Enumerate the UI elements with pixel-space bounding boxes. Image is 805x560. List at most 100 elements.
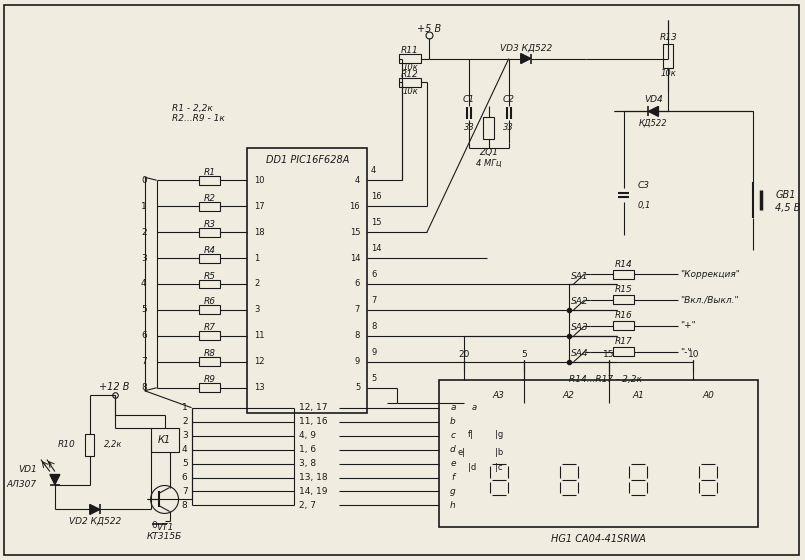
- Text: 12, 17: 12, 17: [299, 403, 328, 412]
- Text: С3: С3: [638, 181, 650, 190]
- Text: 0,1: 0,1: [638, 200, 651, 209]
- Bar: [613, 296, 634, 305]
- Text: R15: R15: [615, 286, 633, 295]
- Text: R4: R4: [204, 246, 216, 255]
- Text: h: h: [450, 501, 456, 510]
- Text: SA4: SA4: [571, 349, 588, 358]
- Bar: [199, 383, 221, 392]
- Text: 5: 5: [371, 374, 377, 382]
- Text: 20: 20: [458, 351, 469, 360]
- Text: |g: |g: [495, 430, 503, 439]
- Text: 3: 3: [141, 254, 147, 263]
- Text: 10: 10: [687, 351, 699, 360]
- Text: 10: 10: [254, 176, 265, 185]
- Text: R9: R9: [204, 375, 216, 384]
- Text: R8: R8: [204, 349, 216, 358]
- Text: R11: R11: [401, 46, 419, 55]
- Text: 5: 5: [141, 305, 147, 314]
- Text: 14, 19: 14, 19: [299, 487, 328, 496]
- Text: +5 В: +5 В: [417, 24, 441, 34]
- Text: 1: 1: [182, 403, 188, 412]
- Text: 7: 7: [371, 296, 377, 305]
- Text: HG1 CA04-41SRWA: HG1 CA04-41SRWA: [551, 534, 646, 544]
- Bar: [247, 148, 367, 413]
- Text: 2: 2: [141, 227, 147, 237]
- Text: 1, 6: 1, 6: [299, 445, 316, 454]
- Text: 14: 14: [349, 254, 360, 263]
- Bar: [199, 254, 221, 263]
- Text: 4: 4: [141, 279, 147, 288]
- Text: e: e: [450, 459, 456, 468]
- Text: 13, 18: 13, 18: [299, 473, 328, 482]
- Text: АЛ307: АЛ307: [6, 480, 37, 489]
- Text: 9: 9: [355, 357, 360, 366]
- Text: 11: 11: [254, 332, 265, 340]
- Bar: [439, 380, 758, 528]
- Text: A0: A0: [702, 391, 714, 400]
- Text: 4: 4: [371, 166, 377, 175]
- Text: R1 - 2,2к: R1 - 2,2к: [171, 104, 213, 113]
- Text: 10к: 10к: [402, 63, 418, 72]
- Bar: [199, 357, 221, 366]
- Text: R2...R9 - 1к: R2...R9 - 1к: [171, 114, 225, 123]
- Bar: [151, 428, 179, 451]
- Text: "Вкл./Выкл.": "Вкл./Выкл.": [680, 296, 739, 305]
- Text: 6: 6: [141, 332, 147, 340]
- Text: R16: R16: [615, 311, 633, 320]
- Text: 3: 3: [182, 431, 188, 440]
- Text: 11, 16: 11, 16: [299, 417, 328, 426]
- Text: R17: R17: [615, 337, 633, 346]
- Text: |b: |b: [495, 448, 503, 457]
- Bar: [399, 54, 421, 63]
- Text: R2: R2: [204, 194, 216, 203]
- Text: A3: A3: [493, 391, 505, 400]
- Text: DD1 PIC16F628A: DD1 PIC16F628A: [266, 155, 349, 165]
- Bar: [199, 202, 221, 211]
- Bar: [199, 305, 221, 314]
- Polygon shape: [90, 505, 100, 515]
- Text: ZQ1: ZQ1: [479, 148, 498, 157]
- Text: КТ315Б: КТ315Б: [147, 533, 182, 542]
- Bar: [199, 227, 221, 237]
- Bar: [399, 78, 421, 87]
- Text: 2,2к: 2,2к: [104, 440, 122, 449]
- Polygon shape: [521, 54, 530, 63]
- Text: 13: 13: [254, 383, 265, 392]
- Text: A2: A2: [563, 391, 575, 400]
- Text: 8: 8: [182, 501, 188, 510]
- Text: 5: 5: [182, 459, 188, 468]
- Text: SA3: SA3: [571, 323, 588, 333]
- Text: R5: R5: [204, 272, 216, 281]
- Text: 2: 2: [182, 417, 188, 426]
- Text: e|: e|: [458, 448, 466, 457]
- Text: R14...R17 - 2,2к: R14...R17 - 2,2к: [568, 375, 642, 384]
- Text: С1: С1: [463, 95, 475, 104]
- Text: R14: R14: [615, 259, 633, 269]
- Text: f|: f|: [468, 430, 474, 439]
- Text: 15: 15: [349, 227, 360, 237]
- Text: R3: R3: [204, 220, 216, 228]
- Text: 6: 6: [355, 279, 360, 288]
- Text: R6: R6: [204, 297, 216, 306]
- Text: 8: 8: [141, 383, 147, 392]
- Text: 16: 16: [371, 192, 382, 201]
- Text: 1: 1: [254, 254, 260, 263]
- Text: 14: 14: [371, 244, 382, 253]
- Text: 4, 9: 4, 9: [299, 431, 316, 440]
- Text: a: a: [471, 403, 477, 412]
- Text: 7: 7: [355, 305, 360, 314]
- Bar: [483, 118, 494, 139]
- Bar: [199, 332, 221, 340]
- Text: 12: 12: [254, 357, 265, 366]
- Text: 1: 1: [141, 202, 147, 211]
- Bar: [199, 176, 221, 185]
- Text: 33: 33: [503, 123, 514, 132]
- Bar: [199, 279, 221, 288]
- Text: "-": "-": [680, 347, 691, 356]
- Text: b: b: [450, 417, 456, 426]
- Text: VD2 КД522: VD2 КД522: [68, 517, 121, 526]
- Bar: [663, 44, 674, 68]
- Text: "Коррекция": "Коррекция": [680, 269, 741, 278]
- Text: 2: 2: [254, 279, 260, 288]
- Text: 4: 4: [355, 176, 360, 185]
